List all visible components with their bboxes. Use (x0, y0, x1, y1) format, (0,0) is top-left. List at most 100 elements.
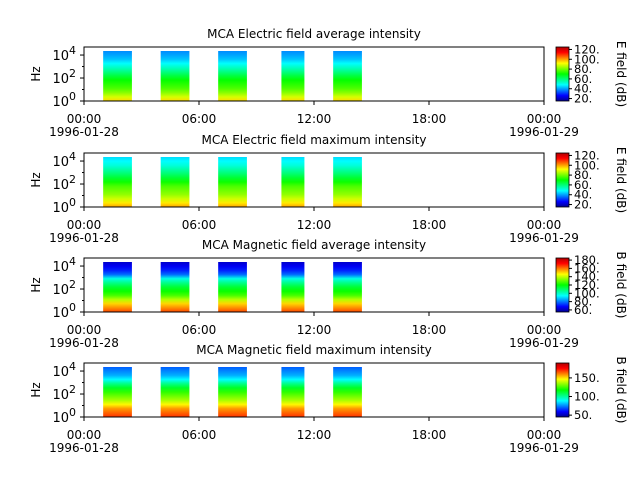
colorbar (555, 362, 570, 418)
x-tick-label: 00:00 (527, 323, 562, 337)
y-tick-base: 10 (52, 201, 69, 216)
colorbar-tick-label: 60. (574, 303, 592, 317)
x-tick-label: 06:00 (182, 323, 217, 337)
panel-2: MCA Electric field maximum intensity1001… (29, 133, 628, 245)
colorbar (555, 46, 570, 102)
colorbar-label: B field (dB) (614, 252, 628, 319)
y-axis-label: Hz (29, 172, 43, 187)
y-tick-exponent: 2 (69, 67, 76, 80)
y-tick-exponent: 4 (69, 255, 76, 268)
x-tick-label: 00:00 (67, 112, 102, 126)
colorbar-label: E field (dB) (614, 147, 628, 213)
x-date-label: 1996-01-29 (509, 336, 579, 350)
spectrogram-segment (160, 157, 190, 207)
y-tick-exponent: 4 (69, 360, 76, 373)
colorbar (555, 152, 570, 208)
y-axis-label: Hz (29, 66, 43, 81)
spectrogram-segment (218, 367, 247, 417)
spectrogram-segment (333, 157, 362, 207)
colorbar-tick-label: 80. (574, 168, 592, 182)
plot-frame (83, 152, 545, 208)
y-tick-label: 104 (52, 44, 76, 64)
x-tick-label: 06:00 (182, 428, 217, 442)
spectrogram-segment (103, 51, 132, 101)
x-date-label: 1996-01-28 (49, 231, 119, 245)
spectrogram-segment (218, 262, 247, 312)
x-tick-label: 12:00 (297, 428, 332, 442)
y-tick-label: 104 (52, 255, 76, 275)
y-tick-label: 102 (52, 173, 76, 193)
colorbar-label: E field (dB) (614, 41, 628, 107)
panel-title: MCA Magnetic field average intensity (202, 238, 426, 252)
x-date-label: 1996-01-29 (509, 231, 579, 245)
y-tick-base: 10 (52, 306, 69, 321)
y-tick-base: 10 (52, 260, 69, 275)
y-tick-exponent: 4 (69, 150, 76, 163)
colorbar-tick-label: 50. (574, 408, 592, 422)
y-tick-base: 10 (52, 178, 69, 193)
x-tick-label: 00:00 (67, 428, 102, 442)
x-tick-label: 00:00 (527, 218, 562, 232)
y-tick-label: 102 (52, 67, 76, 87)
x-tick-label: 12:00 (297, 323, 332, 337)
x-date-label: 1996-01-28 (49, 125, 119, 139)
y-tick-exponent: 2 (69, 173, 76, 186)
x-date-label: 1996-01-29 (509, 125, 579, 139)
panel-4: MCA Magnetic field maximum intensity1001… (29, 343, 628, 455)
spectrogram-segment (281, 51, 305, 101)
colorbar-tick-label: 180. (574, 253, 600, 267)
x-tick-label: 18:00 (412, 218, 447, 232)
y-tick-label: 100 (52, 196, 76, 216)
y-tick-base: 10 (52, 411, 69, 426)
y-axis-label: Hz (29, 277, 43, 292)
panel-title: MCA Electric field average intensity (207, 27, 421, 41)
x-tick-label: 00:00 (527, 112, 562, 126)
y-tick-base: 10 (52, 49, 69, 64)
y-axis-label: Hz (29, 382, 43, 397)
spectrogram-segment (103, 367, 132, 417)
colorbar-tick-label: 120. (574, 148, 600, 162)
colorbar-tick-label: 160. (574, 261, 600, 275)
colorbar-tick-label: 80. (574, 295, 592, 309)
spectrogram-segment (281, 262, 305, 312)
spectrogram-segment (281, 157, 305, 207)
y-tick-base: 10 (52, 72, 69, 87)
y-tick-exponent: 2 (69, 383, 76, 396)
colorbar-tick-label: 100. (574, 390, 600, 404)
y-tick-label: 102 (52, 383, 76, 403)
spectrogram-segment (103, 157, 132, 207)
x-date-label: 1996-01-28 (49, 441, 119, 455)
y-tick-base: 10 (52, 365, 69, 380)
y-tick-base: 10 (52, 155, 69, 170)
spectrogram-segment (218, 157, 247, 207)
colorbar-tick-label: 100. (574, 52, 600, 66)
spectrogram-segment (160, 262, 190, 312)
spectrogram-segment (160, 367, 190, 417)
colorbar-tick-label: 60. (574, 178, 592, 192)
y-tick-label: 102 (52, 278, 76, 298)
y-tick-exponent: 0 (69, 90, 76, 103)
plot-frame (83, 362, 545, 418)
colorbar-tick-label: 20. (574, 92, 592, 106)
y-tick-label: 100 (52, 90, 76, 110)
y-tick-exponent: 0 (69, 196, 76, 209)
y-tick-exponent: 0 (69, 406, 76, 419)
y-tick-base: 10 (52, 388, 69, 403)
colorbar-tick-label: 60. (574, 72, 592, 86)
colorbar-tick-label: 80. (574, 62, 592, 76)
panel-title: MCA Electric field maximum intensity (201, 133, 426, 147)
spectrogram-segment (333, 367, 362, 417)
spectrogram-segment (103, 262, 132, 312)
colorbar-tick-label: 120. (574, 278, 600, 292)
spectrogram-segment (333, 262, 362, 312)
panel-3: MCA Magnetic field average intensity1001… (29, 238, 628, 350)
x-date-label: 1996-01-29 (509, 441, 579, 455)
y-tick-exponent: 2 (69, 278, 76, 291)
x-tick-label: 06:00 (182, 218, 217, 232)
panel-title: MCA Magnetic field maximum intensity (196, 343, 432, 357)
spectrogram-segment (218, 51, 247, 101)
plot-frame (83, 46, 545, 102)
colorbar-tick-label: 120. (574, 42, 600, 56)
x-tick-label: 00:00 (67, 218, 102, 232)
